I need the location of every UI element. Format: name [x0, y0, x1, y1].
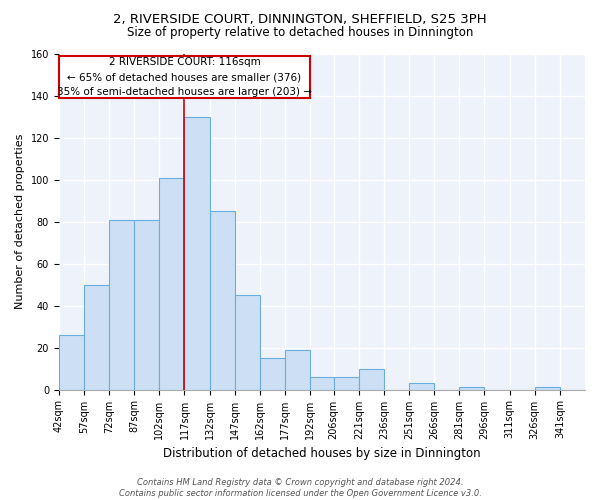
Bar: [535, 388, 560, 390]
Bar: [109, 220, 134, 390]
Bar: [59, 56, 310, 98]
Bar: [134, 220, 160, 390]
Bar: [209, 212, 235, 390]
Bar: [184, 117, 209, 390]
Bar: [310, 377, 334, 390]
Bar: [334, 377, 359, 390]
Bar: [260, 358, 285, 390]
Bar: [460, 388, 484, 390]
Bar: [409, 384, 434, 390]
Text: Contains HM Land Registry data © Crown copyright and database right 2024.
Contai: Contains HM Land Registry data © Crown c…: [119, 478, 481, 498]
Bar: [359, 368, 384, 390]
X-axis label: Distribution of detached houses by size in Dinnington: Distribution of detached houses by size …: [163, 447, 481, 460]
Bar: [235, 295, 260, 390]
Text: 2 RIVERSIDE COURT: 116sqm
← 65% of detached houses are smaller (376)
35% of semi: 2 RIVERSIDE COURT: 116sqm ← 65% of detac…: [57, 58, 312, 97]
Bar: [285, 350, 310, 390]
Text: 2, RIVERSIDE COURT, DINNINGTON, SHEFFIELD, S25 3PH: 2, RIVERSIDE COURT, DINNINGTON, SHEFFIEL…: [113, 12, 487, 26]
Bar: [84, 284, 109, 390]
Bar: [59, 335, 84, 390]
Y-axis label: Number of detached properties: Number of detached properties: [15, 134, 25, 310]
Text: Size of property relative to detached houses in Dinnington: Size of property relative to detached ho…: [127, 26, 473, 39]
Bar: [160, 178, 184, 390]
